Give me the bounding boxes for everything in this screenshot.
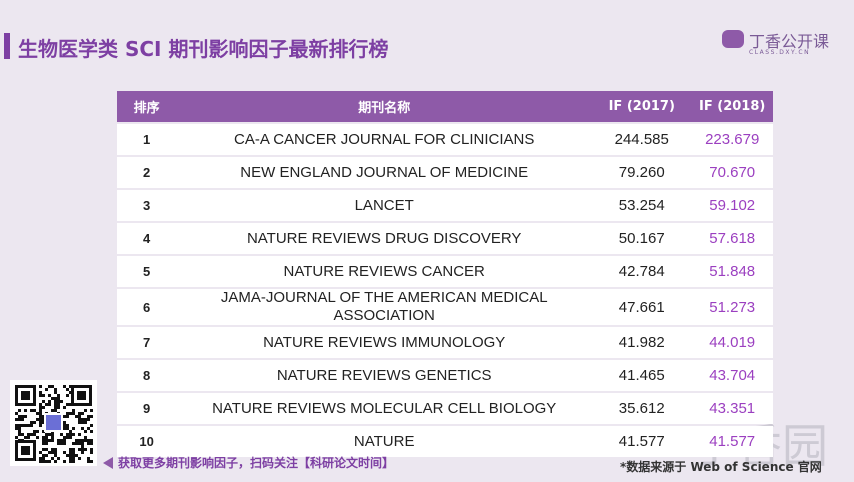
if-2017: 41.465 <box>592 360 692 391</box>
if-2018: 43.351 <box>691 393 773 424</box>
rank-cell: 9 <box>117 393 177 424</box>
if-2017: 244.585 <box>592 124 692 155</box>
journal-name: NATURE REVIEWS GENETICS <box>176 360 593 391</box>
page-title: 生物医学类 SCI 期刊影响因子最新排行榜 <box>18 37 389 61</box>
journal-name: NATURE REVIEWS CANCER <box>176 256 593 287</box>
journal-name: JAMA-JOURNAL OF THE AMERICAN MEDICAL ASS… <box>176 289 593 325</box>
table-row: 1 CA-A CANCER JOURNAL FOR CLINICIANS 244.5… <box>117 124 773 155</box>
journal-name: NATURE REVIEWS MOLECULAR CELL BIOLOGY <box>176 393 593 424</box>
rank-cell: 7 <box>117 327 177 358</box>
if-2017: 35.612 <box>592 393 692 424</box>
journal-name: NATURE REVIEWS IMMUNOLOGY <box>176 327 593 358</box>
if-2017: 41.982 <box>592 327 692 358</box>
if-2017: 41.577 <box>592 426 692 457</box>
table-row: 9 NATURE REVIEWS MOLECULAR CELL BIOLOGY 35… <box>117 393 773 424</box>
if-2018: 51.848 <box>691 256 773 287</box>
title-bar <box>4 33 10 59</box>
logo-text: 丁香公开课 <box>749 32 830 51</box>
if-2018: 51.273 <box>691 289 773 325</box>
journal-name: NEW ENGLAND JOURNAL OF MEDICINE <box>176 157 593 188</box>
qr-caption: 获取更多期刊影响因子，扫码关注【科研论文时间】 <box>118 456 395 470</box>
if-2018: 223.679 <box>691 124 773 155</box>
rank-cell: 2 <box>117 157 177 188</box>
table-row: 4 NATURE REVIEWS DRUG DISCOVERY 50.167 57.6… <box>117 223 773 254</box>
logo-icon <box>722 30 744 48</box>
logo-subtext: CLASS.DXY.CN <box>749 49 811 56</box>
if-2018: 59.102 <box>691 190 773 221</box>
rank-cell: 5 <box>117 256 177 287</box>
rank-cell: 8 <box>117 360 177 391</box>
table-row: 10 NATURE 41.577 41.577 <box>117 426 773 457</box>
rank-cell: 6 <box>117 289 177 325</box>
table-row: 2 NEW ENGLAND JOURNAL OF MEDICINE 79.260 70… <box>117 157 773 188</box>
journal-name: NATURE <box>176 426 593 457</box>
rank-cell: 4 <box>117 223 177 254</box>
if-2018: 70.670 <box>691 157 773 188</box>
arrow-icon <box>103 457 113 469</box>
if-2017: 50.167 <box>592 223 692 254</box>
table-row: 7 NATURE REVIEWS IMMUNOLOGY 41.982 44.019 <box>117 327 773 358</box>
table-row: 5 NATURE REVIEWS CANCER 42.784 51.848 <box>117 256 773 287</box>
if-2018: 57.618 <box>691 223 773 254</box>
if-2017: 53.254 <box>592 190 692 221</box>
rank-cell: 3 <box>117 190 177 221</box>
journal-name: LANCET <box>176 190 593 221</box>
if-2018: 44.019 <box>691 327 773 358</box>
header-row: 排序 期刊名称 IF (2017) IF (2018) <box>117 91 773 122</box>
table-row: 3 LANCET 53.254 59.102 <box>117 190 773 221</box>
if-2018: 43.704 <box>691 360 773 391</box>
if-2017: 42.784 <box>592 256 692 287</box>
ranking-table: 排序 期刊名称 IF (2017) IF (2018) 1 CA-A CANCER JO… <box>117 89 773 459</box>
column-header: IF (2018) <box>691 91 773 122</box>
if-2017: 79.260 <box>592 157 692 188</box>
source-note: *数据来源于 Web of Science 官网 <box>620 460 822 474</box>
qr-code <box>10 380 97 466</box>
table-row: 8 NATURE REVIEWS GENETICS 41.465 43.704 <box>117 360 773 391</box>
journal-name: NATURE REVIEWS DRUG DISCOVERY <box>176 223 593 254</box>
column-header: 期刊名称 <box>176 91 593 122</box>
rank-cell: 1 <box>117 124 177 155</box>
rank-cell: 10 <box>117 426 177 457</box>
column-header: IF (2017) <box>592 91 692 122</box>
journal-name: CA-A CANCER JOURNAL FOR CLINICIANS <box>176 124 593 155</box>
table-row: 6 JAMA-JOURNAL OF THE AMERICAN MEDICAL AS… <box>117 289 773 325</box>
if-2018: 41.577 <box>691 426 773 457</box>
if-2017: 47.661 <box>592 289 692 325</box>
column-header: 排序 <box>117 91 177 122</box>
